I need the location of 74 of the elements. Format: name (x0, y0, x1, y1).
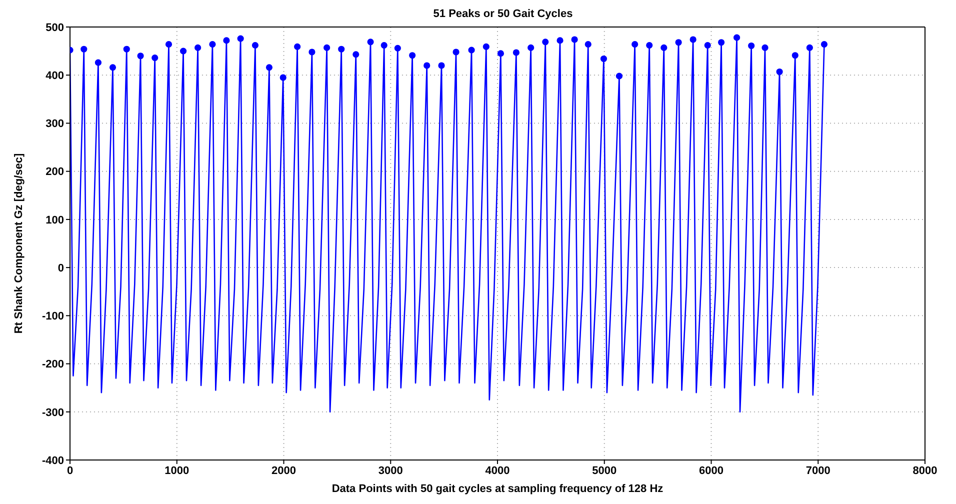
x-tick-label: 5000 (592, 464, 617, 477)
y-tick-label: 400 (46, 70, 64, 82)
y-tick-label: 100 (46, 214, 64, 226)
point (252, 42, 259, 49)
point (571, 36, 578, 43)
point (180, 48, 187, 54)
point (528, 44, 534, 51)
point (194, 44, 202, 51)
point (80, 46, 88, 52)
x-tick-label: 0 (66, 464, 74, 477)
point (452, 48, 460, 56)
point (762, 44, 768, 51)
x-tick-label: 7000 (806, 464, 830, 477)
point (109, 64, 116, 71)
point (542, 38, 549, 46)
point (209, 41, 216, 48)
point (646, 42, 653, 49)
point (409, 52, 416, 59)
point (152, 54, 158, 62)
x-tick-label: 8000 (912, 464, 938, 477)
point (280, 74, 286, 81)
point (482, 43, 490, 50)
y-tick-label: -400 (42, 454, 64, 467)
x-tick-label: 6000 (699, 464, 724, 477)
point (690, 36, 696, 43)
chart-title: 51 Peaks or 50 Gait Cycles (432, 8, 574, 22)
y-tick-label: 300 (46, 118, 64, 130)
point (776, 68, 783, 76)
point (497, 50, 504, 57)
point (820, 41, 828, 48)
y-tick-label: -100 (42, 310, 64, 323)
x-axis-title: Data Points with 50 gait cycles at sampling frequency of 128 Hz (332, 483, 664, 495)
y-tick-label: 0 (58, 262, 64, 274)
point (718, 39, 725, 46)
point (367, 38, 374, 46)
point (324, 44, 330, 51)
point (394, 44, 401, 52)
x-tick-label: 3000 (378, 464, 403, 477)
point (556, 37, 564, 44)
x-tick-label: 1000 (164, 464, 190, 477)
point (352, 51, 360, 58)
x-tick-label: 4000 (485, 464, 510, 477)
point (512, 49, 520, 56)
point (123, 46, 130, 52)
point (266, 64, 273, 71)
point (338, 46, 345, 52)
y-tick-label: 500 (46, 22, 64, 34)
point (806, 44, 813, 51)
point (94, 59, 102, 66)
point (438, 62, 445, 69)
point (223, 37, 230, 44)
point (632, 41, 638, 48)
point (584, 41, 592, 48)
point (792, 52, 798, 59)
point (424, 62, 430, 69)
y-tick-label: -200 (42, 358, 64, 371)
point (308, 48, 316, 56)
point (660, 44, 668, 51)
point (616, 72, 623, 80)
point (380, 42, 388, 49)
x-tick-label: 2000 (272, 464, 296, 477)
point (294, 43, 301, 50)
point (704, 42, 711, 49)
point (237, 35, 244, 42)
point (733, 34, 740, 41)
point (748, 42, 755, 50)
point (165, 41, 172, 48)
point (675, 39, 682, 46)
point (600, 55, 608, 62)
point (137, 52, 144, 60)
y-tick-label: 200 (46, 166, 64, 178)
point (468, 46, 475, 54)
y-tick-label: -300 (42, 406, 64, 419)
y-axis-title: Rt Shank Component Gz [deg/sec] (12, 153, 25, 334)
